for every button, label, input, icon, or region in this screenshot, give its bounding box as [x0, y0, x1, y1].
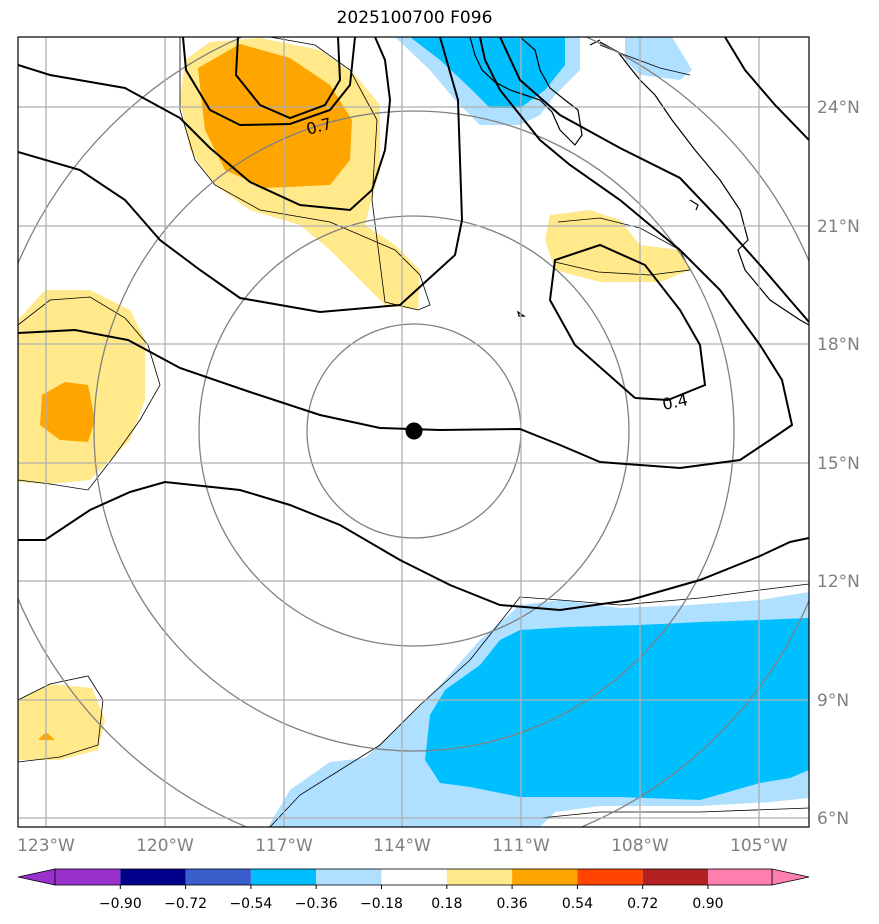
- lat-tick-label: 15°N: [817, 454, 860, 474]
- longitude-axis: 123°W 120°W 117°W 114°W 111°W 108°W 105°…: [17, 836, 788, 856]
- lon-tick-label: 111°W: [492, 836, 550, 856]
- lat-tick-label: 21°N: [817, 217, 860, 237]
- colorbar-tick-label: 0.36: [497, 896, 528, 912]
- range-ring-3: [93, 110, 735, 752]
- lon-tick-label: 123°W: [17, 836, 75, 856]
- contour-top-left: [18, 37, 392, 212]
- positive-region-ne: [545, 210, 690, 282]
- colorbar-segment: [577, 869, 643, 885]
- colorbar-tick-label: 0.54: [562, 896, 593, 912]
- contour-core-07: [234, 37, 342, 120]
- positive-core-west: [40, 382, 95, 442]
- lon-tick-label: 108°W: [611, 836, 669, 856]
- range-ring-2: [198, 215, 630, 647]
- colorbar-segment: [446, 869, 513, 885]
- negative-core-northeast: [410, 37, 565, 108]
- map-title: 2025100700 F096: [336, 8, 493, 28]
- colorbar-segment: [642, 869, 708, 885]
- lon-tick-label: 120°W: [136, 836, 194, 856]
- colorbar-extend-high: [771, 868, 810, 886]
- positive-region-sw: [18, 684, 105, 760]
- lon-tick-label: 105°W: [730, 836, 788, 856]
- colorbar-segment: [55, 869, 121, 885]
- neutral-patch-south: [540, 798, 809, 827]
- colorbar-frame: [54, 868, 773, 886]
- colorbar-tick-label: 0.90: [692, 896, 723, 912]
- contour-second-left: [18, 37, 464, 314]
- contour-center: [18, 37, 794, 470]
- lat-tick-label: 12°N: [817, 572, 860, 592]
- lat-tick-label: 6°N: [817, 809, 849, 829]
- colorbar-tick-label: −0.90: [99, 896, 142, 912]
- contour-04-line: [634, 397, 669, 401]
- colorbar-tick-label: −0.54: [229, 896, 272, 912]
- colorbar-tick-label: 0.18: [431, 896, 462, 912]
- lon-tick-label: 117°W: [255, 836, 313, 856]
- gridlines: [18, 37, 809, 827]
- contour-ne-long: [499, 37, 809, 323]
- negative-region-ne-corner: [625, 37, 692, 80]
- contour-label-04: 0.4: [661, 390, 690, 414]
- lat-tick-label: 24°N: [817, 98, 860, 118]
- lon-tick-label: 114°W: [373, 836, 431, 856]
- positive-core-north: [198, 44, 352, 188]
- thin-field-outlines: [18, 37, 809, 827]
- black-contours: [18, 37, 809, 612]
- latitude-axis: 24°N 21°N 18°N 15°N 12°N 9°N 6°N: [817, 98, 860, 829]
- colorbar-segment: [120, 869, 186, 885]
- contour-ne-edge: [724, 37, 809, 141]
- map-panel: 0.7 0.4: [18, 37, 809, 827]
- lat-tick-label: 18°N: [817, 335, 860, 355]
- colorbar-tick-label: −0.36: [295, 896, 338, 912]
- colorbar-tick-label: −0.18: [360, 896, 403, 912]
- colorbar-segment: [316, 869, 382, 885]
- colorbar-tick-label: 0.72: [627, 896, 658, 912]
- lat-tick-label: 9°N: [817, 691, 849, 711]
- coastline: [469, 37, 809, 326]
- contour-south: [18, 480, 809, 612]
- colorbar: −0.90 −0.72 −0.54 −0.36 −0.18 0.18 0.36 …: [17, 868, 810, 912]
- colorbar-ticks: [119, 885, 709, 889]
- contour-04: [548, 243, 707, 401]
- contour-inner-07: [182, 37, 356, 127]
- colorbar-segment: [512, 869, 578, 885]
- colorbar-segment: [185, 869, 251, 885]
- storm-center-marker: [405, 422, 423, 440]
- colorbar-segment: [381, 869, 447, 885]
- colorbar-extend-low: [17, 868, 56, 886]
- colorbar-segment: [708, 869, 772, 885]
- colorbar-tick-label: −0.72: [164, 896, 207, 912]
- colorbar-segment: [250, 869, 317, 885]
- map-frame: [17, 36, 810, 828]
